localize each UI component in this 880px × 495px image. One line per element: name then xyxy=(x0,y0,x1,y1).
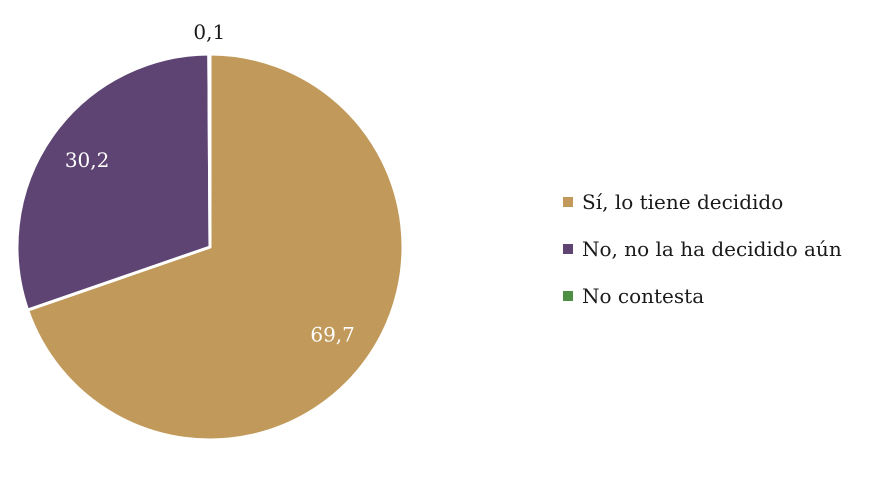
legend-item-no-contesta: No contesta xyxy=(563,280,842,312)
slice-label-si-decidido: 69,7 xyxy=(310,322,355,346)
legend-swatch-si-decidido xyxy=(563,197,573,207)
slice-label-no-contesta: 0,1 xyxy=(193,20,225,44)
legend-item-no-decidido: No, no la ha decidido aún xyxy=(563,233,842,265)
legend-label-no-contesta: No contesta xyxy=(582,284,705,308)
slice-label-no-decidido: 30,2 xyxy=(65,148,110,172)
pie-slice-no-decidido xyxy=(15,52,212,312)
pie-chart: 69,7 30,2 0,1 xyxy=(15,20,405,442)
legend-label-si-decidido: Sí, lo tiene decidido xyxy=(582,190,784,214)
pie-slice-si-decidido xyxy=(26,52,405,442)
legend-swatch-no-contesta xyxy=(563,291,573,301)
chart-legend: Sí, lo tiene decidido No, no la ha decid… xyxy=(563,186,842,327)
legend-swatch-no-decidido xyxy=(563,244,573,254)
legend-item-si-decidido: Sí, lo tiene decidido xyxy=(563,186,842,218)
legend-label-no-decidido: No, no la ha decidido aún xyxy=(582,237,842,261)
pie-slice-no-contesta xyxy=(207,52,212,249)
